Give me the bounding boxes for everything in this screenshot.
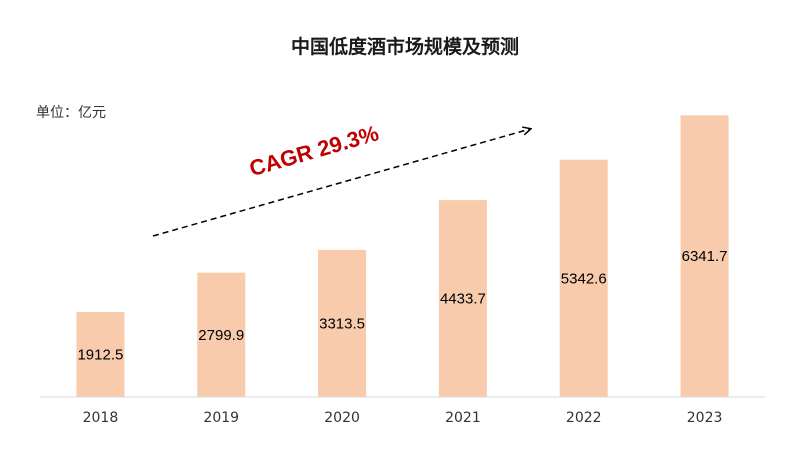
x-tick-2023: 2023 xyxy=(687,410,723,426)
trend-arrow xyxy=(152,129,530,237)
data-label-2022: 5342.6 xyxy=(561,270,607,287)
cagr-annotation: CAGR 29.3% xyxy=(246,120,381,181)
bar-2019 xyxy=(197,272,246,397)
bar-2023 xyxy=(680,115,729,397)
x-tick-2020: 2020 xyxy=(324,410,360,426)
bar-2020 xyxy=(318,249,367,397)
data-label-2019: 2799.9 xyxy=(198,327,244,344)
bar-2022 xyxy=(559,159,608,397)
data-label-2020: 3313.5 xyxy=(319,315,365,332)
x-tick-2019: 2019 xyxy=(203,410,239,426)
data-label-2018: 1912.5 xyxy=(77,347,123,364)
bar-2018 xyxy=(76,312,125,397)
x-tick-2021: 2021 xyxy=(445,410,481,426)
x-tick-2022: 2022 xyxy=(566,410,602,426)
x-tick-2018: 2018 xyxy=(83,410,119,426)
bar-2021 xyxy=(438,200,487,397)
chart-title: 中国低度酒市场规模及预测 xyxy=(291,35,519,58)
bars-group: 1912.5 2799.9 3313.5 4433.7 5342.6 6341.7 xyxy=(76,115,729,397)
x-tick-labels: 2018 2019 2020 2021 2022 2023 xyxy=(83,410,723,426)
data-label-2023: 6341.7 xyxy=(682,248,728,265)
data-label-2021: 4433.7 xyxy=(440,291,486,308)
unit-label: 单位：亿元 xyxy=(36,105,106,121)
